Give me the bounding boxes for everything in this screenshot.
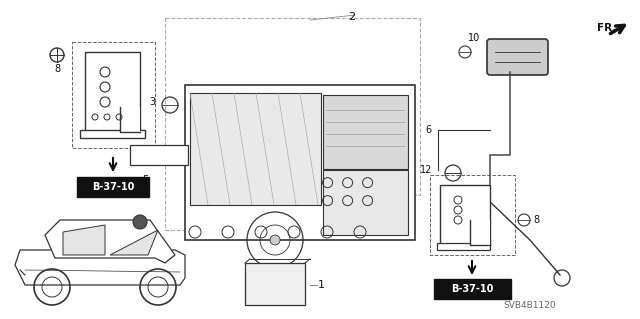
Polygon shape xyxy=(63,225,105,255)
Bar xyxy=(440,185,490,245)
Text: FR.: FR. xyxy=(597,23,616,33)
Bar xyxy=(80,130,145,138)
Text: 3: 3 xyxy=(149,97,155,107)
Text: 12: 12 xyxy=(420,165,432,175)
Text: 4: 4 xyxy=(218,125,224,135)
Bar xyxy=(130,145,188,165)
Bar xyxy=(323,170,408,235)
Bar xyxy=(85,52,140,132)
Bar xyxy=(323,95,408,169)
Circle shape xyxy=(133,215,147,229)
Bar xyxy=(470,220,490,245)
Text: 6: 6 xyxy=(426,125,432,135)
Text: B-37-10: B-37-10 xyxy=(451,284,493,294)
Text: 10: 10 xyxy=(468,33,480,43)
Polygon shape xyxy=(15,250,185,285)
Text: 8: 8 xyxy=(54,64,60,74)
Bar xyxy=(185,85,415,240)
Polygon shape xyxy=(110,230,158,255)
Circle shape xyxy=(270,235,280,245)
Bar xyxy=(190,93,321,204)
Bar xyxy=(120,107,140,132)
Text: 2: 2 xyxy=(348,12,355,22)
FancyBboxPatch shape xyxy=(77,177,149,197)
Bar xyxy=(437,243,490,250)
Polygon shape xyxy=(45,220,175,263)
Bar xyxy=(245,263,305,305)
FancyBboxPatch shape xyxy=(487,39,548,75)
Text: SVB4B1120: SVB4B1120 xyxy=(504,300,556,309)
Text: 8: 8 xyxy=(533,215,539,225)
Text: B-37-10: B-37-10 xyxy=(92,182,134,192)
FancyBboxPatch shape xyxy=(434,279,511,299)
Text: 5: 5 xyxy=(142,175,148,185)
Text: 1: 1 xyxy=(318,280,325,290)
